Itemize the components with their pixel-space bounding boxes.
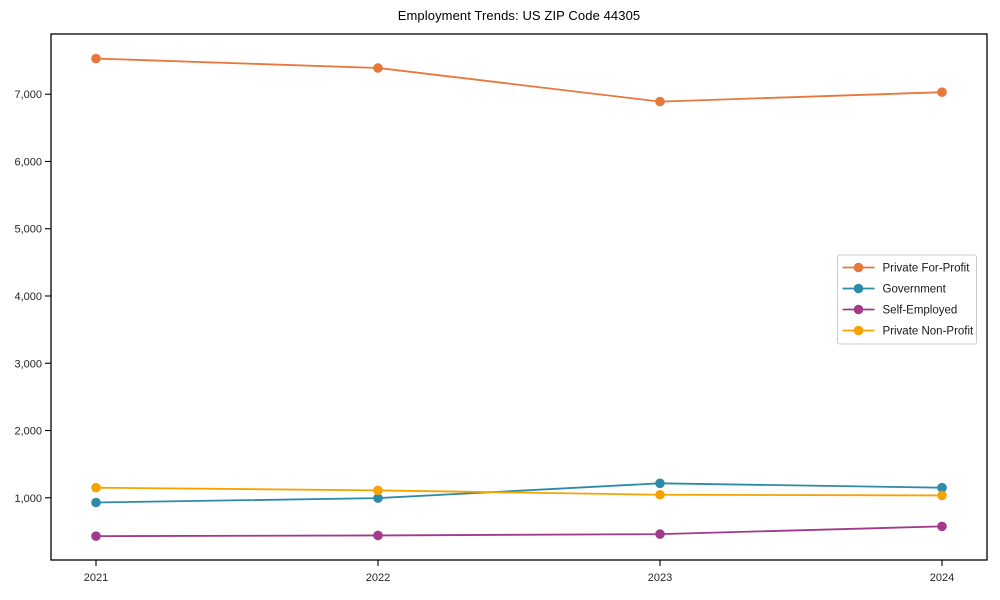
y-tick-label: 6,000 — [14, 156, 42, 168]
data-point-self-employed — [655, 529, 665, 539]
y-tick-label: 1,000 — [14, 493, 42, 505]
data-point-private-non-profit — [373, 485, 383, 496]
legend-label-private-non-profit: Private Non-Profit — [883, 326, 975, 338]
series-line-government — [95, 482, 943, 504]
x-tick-label: 2024 — [930, 572, 954, 584]
legend-marker-government — [853, 283, 864, 294]
y-tick-label: 4,000 — [14, 291, 42, 303]
data-point-government — [91, 497, 101, 508]
data-point-private-for-profit — [373, 63, 383, 73]
data-point-private-for-profit — [937, 87, 947, 97]
data-point-private-non-profit — [655, 489, 665, 500]
legend-marker-private-for-profit — [853, 262, 864, 273]
series-line-private-for-profit — [95, 57, 943, 103]
legend-label-government: Government — [883, 284, 947, 296]
data-point-government — [655, 478, 665, 489]
legend-box — [837, 254, 977, 345]
y-tick-label: 5,000 — [14, 224, 42, 236]
series-line-private-non-profit — [95, 486, 943, 497]
y-tick-label: 3,000 — [14, 358, 42, 370]
data-point-self-employed — [373, 530, 383, 541]
data-point-government — [373, 493, 383, 503]
legend-marker-self-employed — [853, 304, 864, 315]
x-tick-label: 2022 — [366, 572, 390, 584]
data-point-private-non-profit — [937, 490, 947, 501]
chart-title: Employment Trends: US ZIP Code 44305 — [397, 8, 641, 23]
data-point-self-employed — [937, 521, 947, 532]
data-point-government — [937, 482, 947, 493]
x-tick-label: 2021 — [84, 572, 108, 584]
data-point-private-non-profit — [91, 482, 101, 493]
plot-border — [50, 33, 988, 561]
data-point-private-for-profit — [655, 96, 665, 107]
legend-label-self-employed: Self-Employed — [883, 305, 958, 317]
legend-label-private-for-profit: Private For-Profit — [883, 263, 971, 275]
data-point-private-for-profit — [91, 53, 101, 64]
series-line-self-employed — [95, 525, 943, 538]
y-tick-label: 2,000 — [14, 426, 42, 438]
y-tick-label: 7,000 — [14, 89, 42, 101]
data-point-self-employed — [91, 531, 101, 541]
legend-marker-private-non-profit — [853, 325, 864, 336]
x-tick-label: 2023 — [648, 572, 672, 584]
